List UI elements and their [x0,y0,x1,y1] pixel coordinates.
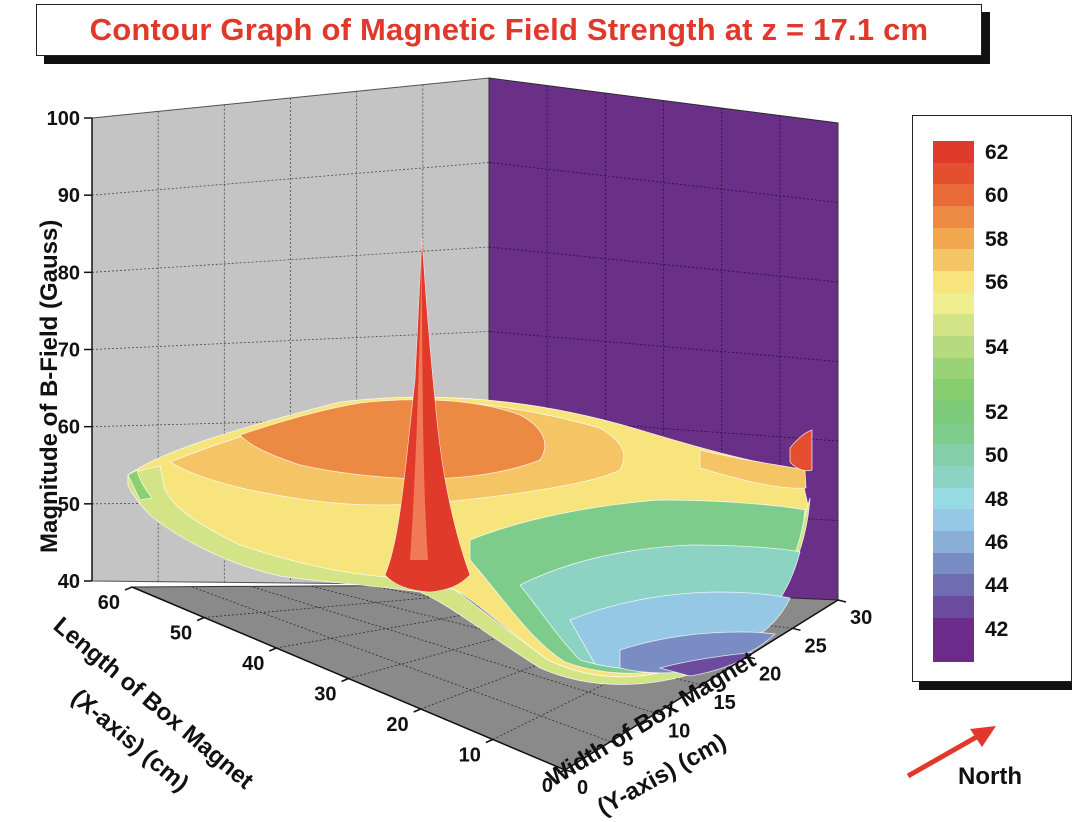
legend-swatch [933,487,974,510]
legend-swatch [933,444,974,467]
z-tick-label: 100 [47,108,80,130]
x-tick-mark [557,769,566,774]
x-tick-mark [413,708,421,713]
legend-swatch [933,379,974,402]
y-tick-label: 0 [577,777,588,799]
legend-swatch [933,227,974,250]
legend-label: 54 [985,335,1009,359]
surface-band-green [127,469,153,501]
z-tick-label: 50 [58,494,80,516]
legend-swatch [933,314,974,337]
x-tick-mark [269,647,277,652]
legend-label: 62 [985,140,1009,164]
legend-swatch [933,617,974,640]
title-box: Contour Graph of Magnetic Field Strength… [36,4,982,56]
legend-swatch [933,336,974,359]
north-arrow-icon [906,726,996,779]
legend-label: 42 [985,617,1009,641]
legend-swatch [933,141,974,164]
legend-swatch [933,206,974,229]
legend-swatch [933,509,974,532]
surface-band-60 [239,399,546,480]
x-tick-mark [124,586,133,591]
north-label: North [958,763,1022,790]
y-tick-label: 15 [714,692,736,714]
legend-label: 44 [985,574,1009,598]
y-tick-label: 10 [668,720,690,742]
y-tick-mark [610,740,619,745]
y-tick-label: 25 [805,635,827,657]
z-tick-label: 90 [58,185,80,207]
x-tick-label: 40 [242,653,264,675]
field-surface [127,237,813,685]
legend-label: 50 [985,444,1009,468]
y-tick-label: 20 [759,664,781,686]
x-tick-mark [485,738,494,744]
color-legend: 62 60 58 56 54 52 50 48 46 44 42 [912,115,1072,682]
field-spike [384,237,471,593]
y-tick-mark [792,627,801,632]
z-axis-ticks: 40 50 60 70 80 90 100 [47,108,92,593]
legend-swatch [933,401,974,424]
legend-label: 56 [985,270,1009,294]
y-tick-mark [564,769,574,773]
surface-band-62-corner [789,429,813,472]
legend-swatch [933,552,974,575]
legend-swatch [933,249,974,272]
surface-band-cool-4 [619,631,776,674]
y-tick-mark [701,684,710,688]
z-axis-title: Magnitude of B-Field (Gauss) [36,220,63,553]
z-tick-label: 70 [58,340,80,362]
legend-label: 60 [985,184,1009,208]
legend-swatch [933,162,974,185]
legend-swatch [933,292,974,315]
y-tick-mark [837,599,847,603]
x-tick-mark [341,677,349,683]
x-tick-label: 30 [314,684,336,706]
chart-title: Contour Graph of Magnetic Field Strength… [89,12,929,47]
x-tick-mark [196,616,205,622]
floor-gridline [204,587,548,618]
legend-swatch [933,531,974,554]
x-tick-label: 50 [170,623,192,645]
legend-label: 48 [985,487,1009,511]
x-tick-label: 20 [386,714,408,736]
legend-label: 46 [985,530,1009,554]
legend-label: 58 [985,227,1009,251]
z-tick-label: 60 [58,417,80,439]
legend-swatch [933,271,974,294]
y-tick-label: 30 [850,607,872,629]
legend-swatch [933,422,974,445]
x-tick-label: 60 [98,592,120,614]
legend-swatch [933,466,974,489]
legend-swatch [933,596,974,619]
surface-band-lime [127,465,811,685]
legend-swatch [933,184,974,207]
y-tick-mark [746,655,756,660]
z-tick-label: 40 [58,571,80,593]
spike-highlight [410,250,428,560]
x-tick-label: 10 [459,745,481,767]
y-tick-mark [655,712,665,717]
y-tick-label: 5 [623,749,634,771]
legend-swatch [933,574,974,597]
x-axis-ticks: 0 10 20 30 40 50 60 [98,586,566,797]
x-tick-label: 0 [542,775,553,797]
y-axis-ticks: 0 5 10 15 20 25 30 [564,599,872,799]
surface-band-58-right [699,449,807,489]
legend-swatch [933,357,974,380]
legend-label: 52 [985,400,1009,424]
z-tick-label: 80 [58,262,80,284]
legend-swatch [933,639,974,662]
